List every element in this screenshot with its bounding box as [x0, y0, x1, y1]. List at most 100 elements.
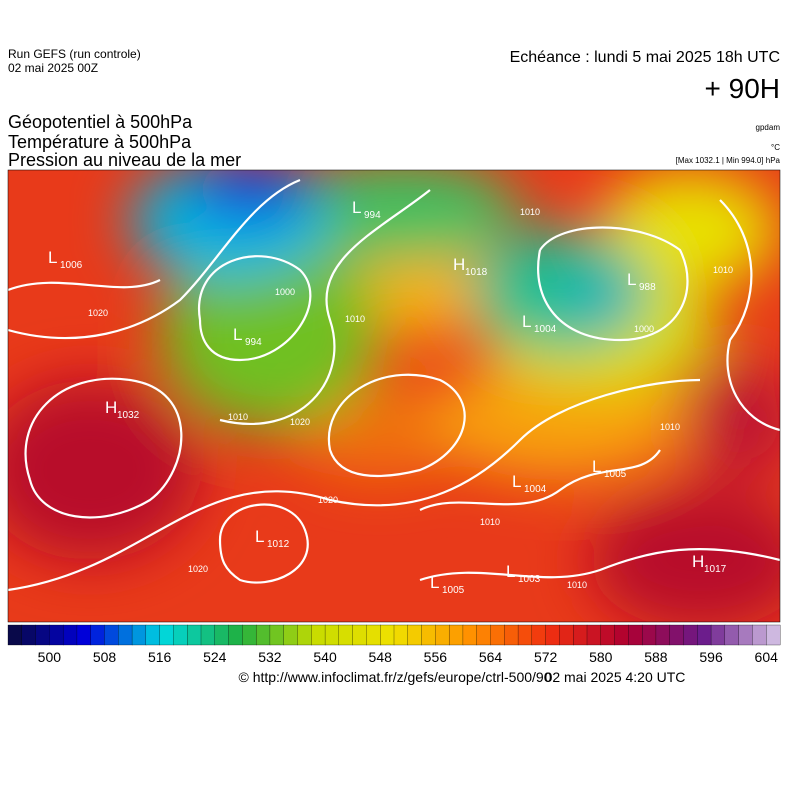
color-swatch — [476, 624, 491, 646]
run-date: 02 mai 2025 00Z — [8, 61, 98, 75]
color-swatch — [35, 624, 50, 646]
color-swatch — [255, 624, 271, 646]
field: Température à 500hPa — [8, 132, 192, 152]
color-swatch — [269, 624, 285, 646]
color-swatch — [531, 624, 547, 646]
color-swatch — [49, 624, 64, 646]
color-swatch — [490, 624, 505, 646]
color-swatch — [738, 624, 753, 646]
color-swatch — [200, 624, 216, 646]
colorbar-tick-label: 516 — [148, 649, 172, 665]
unit: gpdam — [756, 123, 781, 132]
pressure-value: 1005 — [604, 469, 627, 480]
color-swatch — [187, 624, 202, 646]
colorbar-tick-label: 548 — [369, 649, 393, 665]
isobar-label: 1000 — [634, 324, 654, 334]
color-swatch — [366, 624, 381, 646]
color-swatch — [628, 624, 643, 646]
color-swatch — [669, 624, 684, 646]
pressure-symbol: L — [506, 562, 515, 581]
isobar-label: 1020 — [290, 417, 310, 427]
isobar-label: 1020 — [188, 564, 208, 574]
pressure-symbol: L — [233, 325, 242, 344]
valid-time: Echéance : lundi 5 mai 2025 18h UTC — [510, 49, 780, 66]
color-swatch — [214, 624, 230, 646]
color-swatch — [683, 624, 698, 646]
field: Pression au niveau de la mer — [8, 150, 241, 170]
color-swatch — [283, 624, 298, 646]
color-swatch — [228, 624, 243, 646]
isobar-label: 1010 — [345, 314, 365, 324]
colorbar-tick-label: 540 — [313, 649, 337, 665]
color-swatch — [7, 624, 23, 646]
color-swatch — [435, 624, 450, 646]
source: © http://www.infoclimat.fr/z/gefs/europe… — [238, 669, 551, 685]
colorbar-tick-label: 556 — [424, 649, 448, 665]
color-swatch — [655, 624, 671, 646]
color-swatch — [352, 624, 367, 646]
unit: [Max 1032.1 | Min 994.0] hPa — [676, 156, 781, 165]
isobar-label: 1010 — [480, 517, 500, 527]
colorbar-tick-label: 524 — [203, 649, 227, 665]
pressure-symbol: L — [48, 248, 57, 267]
pressure-symbol: H — [105, 398, 117, 417]
color-swatch — [393, 624, 409, 646]
pressure-value: 1032 — [117, 410, 140, 421]
isobar-label: 1020 — [88, 308, 108, 318]
pressure-value: 1004 — [534, 324, 557, 335]
color-swatch — [517, 624, 533, 646]
unit: °C — [771, 143, 780, 152]
color-swatch — [380, 624, 395, 646]
pressure-symbol: L — [255, 527, 264, 546]
colorbar-tick-label: 500 — [38, 649, 62, 665]
lead-time: + 90H — [705, 73, 781, 104]
isobar-label: 1010 — [567, 580, 587, 590]
color-swatch — [504, 624, 519, 646]
isobar-label: 1010 — [520, 207, 540, 217]
color-swatch — [324, 624, 340, 646]
color-swatch — [338, 624, 354, 646]
color-swatch — [407, 624, 423, 646]
pressure-symbol: L — [627, 270, 636, 289]
pressure-symbol: L — [512, 472, 521, 491]
color-swatch — [242, 624, 257, 646]
field: Géopotentiel à 500hPa — [8, 112, 193, 132]
isobar-label: 1020 — [318, 495, 338, 505]
color-swatch — [710, 624, 726, 646]
color-swatch — [173, 624, 188, 646]
color-swatch — [118, 624, 133, 646]
color-swatch — [559, 624, 574, 646]
isobar-label: 1010 — [713, 265, 733, 275]
color-swatch — [421, 624, 436, 646]
pressure-value: 994 — [364, 210, 381, 221]
colorbar-tick-label: 532 — [258, 649, 282, 665]
color-swatch — [297, 624, 312, 646]
color-swatch — [131, 624, 147, 646]
color-swatch — [104, 624, 119, 646]
isobar-label: 1000 — [275, 287, 295, 297]
run: Run GEFS (run controle) — [8, 47, 141, 61]
colorbar-tick-label: 508 — [93, 649, 117, 665]
pressure-value: 988 — [639, 282, 656, 293]
pressure-value: 1005 — [442, 585, 465, 596]
color-swatch — [62, 624, 78, 646]
pressure-symbol: L — [592, 457, 601, 476]
pressure-value: 1017 — [704, 564, 727, 575]
pressure-value: 994 — [245, 337, 262, 348]
color-swatch — [724, 624, 740, 646]
color-swatch — [462, 624, 478, 646]
color-swatch — [614, 624, 629, 646]
color-swatch — [159, 624, 174, 646]
isobar-label: 1010 — [228, 412, 248, 422]
color-swatch — [311, 624, 326, 646]
color-swatch — [573, 624, 588, 646]
pressure-symbol: H — [453, 255, 465, 274]
isobar-label: 1010 — [660, 422, 680, 432]
color-swatch — [697, 624, 712, 646]
map-frame — [7, 169, 781, 623]
colorbar-tick-label: 564 — [479, 649, 503, 665]
pressure-symbol: L — [352, 198, 361, 217]
pressure-value: 1012 — [267, 539, 290, 550]
pressure-value: 1006 — [60, 260, 83, 271]
